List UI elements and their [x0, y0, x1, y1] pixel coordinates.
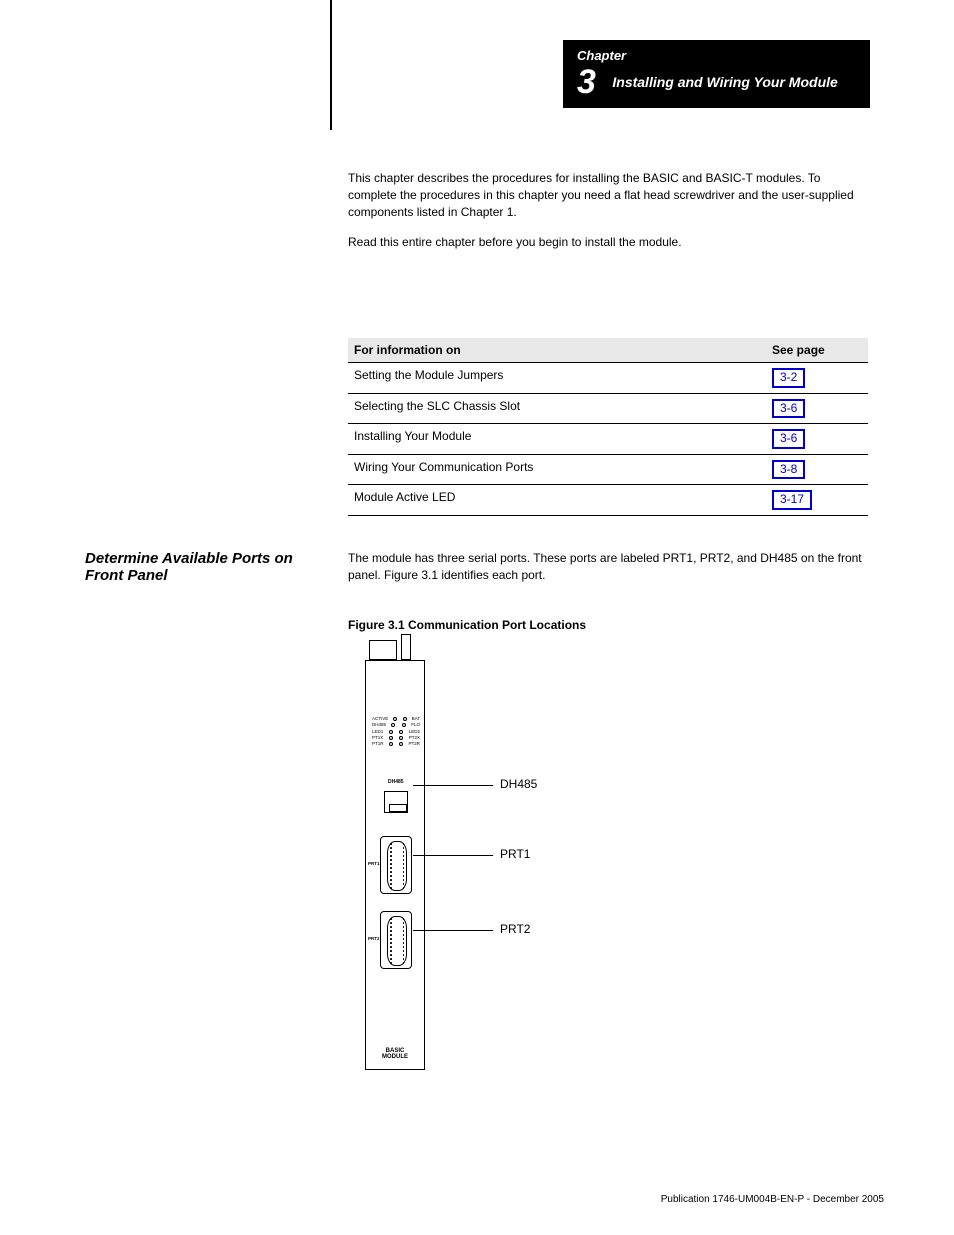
- toc-header-topic: For information on: [354, 343, 772, 357]
- dh485-port-label: DH485: [388, 779, 404, 785]
- toc-topic: Module Active LED: [354, 490, 772, 510]
- prt2-connector: [380, 911, 412, 969]
- module-tab: [369, 640, 397, 660]
- toc-page-link[interactable]: 3-2: [772, 368, 805, 388]
- led-dot: [399, 742, 403, 746]
- toc-row: Selecting the SLC Chassis Slot 3-6: [348, 394, 868, 425]
- led-dot: [391, 723, 395, 727]
- toc-row: Setting the Module Jumpers 3-2: [348, 363, 868, 394]
- led-dot: [399, 730, 403, 734]
- toc-topic: Wiring Your Communication Ports: [354, 460, 772, 480]
- chapter-title: Installing and Wiring Your Module: [612, 73, 837, 91]
- led-dot: [399, 736, 403, 740]
- chapter-word: Chapter: [577, 48, 856, 63]
- toc-page-link[interactable]: 3-6: [772, 399, 805, 419]
- prt1-side-label: PRT1: [368, 861, 380, 866]
- publication-number: Publication 1746-UM004B-EN-P - December …: [661, 1194, 884, 1205]
- chapter-header-box: Chapter 3 Installing and Wiring Your Mod…: [563, 40, 870, 108]
- intro-block: This chapter describes the procedures fo…: [348, 170, 868, 265]
- callout-prt2: PRT2: [500, 922, 530, 936]
- figure-caption: Figure 3.1 Communication Port Locations: [348, 618, 586, 632]
- module-tab-2: [401, 634, 411, 660]
- led-dot: [389, 742, 393, 746]
- prt1-connector: [380, 836, 412, 894]
- module-outline: ACTIVEBAT DH485FLO LED1LED2 PT1XPT2X PT1…: [365, 660, 425, 1070]
- led-dot: [393, 717, 397, 721]
- section-title-ports: Determine Available Ports on Front Panel: [85, 550, 305, 584]
- led-label: PT2R: [408, 741, 420, 747]
- led-dot: [389, 736, 393, 740]
- led-dot: [402, 723, 406, 727]
- chapter-number: 3: [577, 63, 596, 102]
- basic-module-label: BASIC MODULE: [366, 1048, 424, 1061]
- intro-paragraph-1: This chapter describes the procedures fo…: [348, 170, 868, 220]
- toc-row: Module Active LED 3-17: [348, 485, 868, 516]
- dh485-port: [384, 791, 408, 813]
- callout-line: [413, 930, 493, 931]
- vertical-rule: [330, 0, 332, 130]
- callout-prt1: PRT1: [500, 847, 530, 861]
- toc-page-link[interactable]: 3-6: [772, 429, 805, 449]
- toc-row: Installing Your Module 3-6: [348, 424, 868, 455]
- toc-table: For information on See page Setting the …: [348, 338, 868, 516]
- toc-row: Wiring Your Communication Ports 3-8: [348, 455, 868, 486]
- callout-dh485: DH485: [500, 777, 537, 791]
- led-dot: [389, 730, 393, 734]
- intro-paragraph-2: Read this entire chapter before you begi…: [348, 234, 868, 251]
- toc-topic: Installing Your Module: [354, 429, 772, 449]
- led-dot: [403, 717, 407, 721]
- callout-line: [413, 855, 493, 856]
- toc-header-page: See page: [772, 343, 862, 357]
- toc-topic: Setting the Module Jumpers: [354, 368, 772, 388]
- toc-topic: Selecting the SLC Chassis Slot: [354, 399, 772, 419]
- callout-line: [413, 785, 493, 786]
- prt2-side-label: PRT2: [368, 936, 380, 941]
- led-block: ACTIVEBAT DH485FLO LED1LED2 PT1XPT2X PT1…: [372, 716, 420, 747]
- ports-description: The module has three serial ports. These…: [348, 550, 868, 584]
- toc-page-link[interactable]: 3-8: [772, 460, 805, 480]
- toc-page-link[interactable]: 3-17: [772, 490, 812, 510]
- led-label: PT1R: [372, 741, 384, 747]
- toc-header-row: For information on See page: [348, 338, 868, 363]
